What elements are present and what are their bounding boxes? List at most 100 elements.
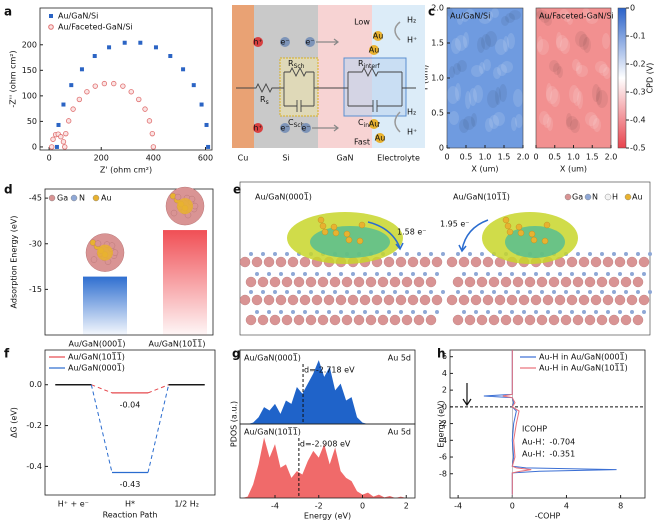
ga-atom: [560, 314, 572, 326]
ga-atom: [566, 294, 578, 306]
pdos-area: [242, 360, 412, 424]
n-atom: [273, 252, 277, 256]
n-atom: [498, 272, 502, 276]
y-axis-title: CPD (V): [646, 63, 655, 94]
n-atom: [540, 290, 544, 294]
marker: [54, 144, 59, 149]
resistor-label-sub: Sch: [294, 63, 305, 70]
legend-label: Au/GaN/Si: [58, 12, 98, 21]
n-atom: [504, 290, 508, 294]
ga-atom: [512, 276, 524, 288]
x-axis-title: X (um): [471, 165, 498, 174]
ga-atom: [482, 256, 494, 268]
icohp-title: ICOHP: [522, 425, 547, 434]
map-texture: [477, 37, 485, 53]
hole: [253, 123, 263, 133]
y-tick-label: -45: [29, 194, 42, 203]
plot-frame: [44, 188, 214, 336]
marker: [206, 144, 211, 149]
ga-atom: [401, 314, 413, 326]
ga-atom: [620, 314, 632, 326]
ga-atom: [632, 314, 644, 326]
ga-atom: [293, 276, 305, 288]
map-texture: [553, 63, 561, 75]
marker: [153, 45, 158, 50]
n-atom: [429, 290, 433, 294]
y-tick-label: 0.0: [29, 380, 42, 389]
marker: [107, 45, 112, 50]
marker: [65, 118, 72, 124]
x-tick-label: 200: [94, 154, 109, 163]
ga-atom: [431, 294, 443, 306]
connector: [147, 384, 170, 473]
map-texture: [487, 90, 499, 108]
n-atom: [399, 272, 403, 276]
n-atom: [630, 272, 634, 276]
ga-atom: [383, 256, 395, 268]
ga-atom: [494, 294, 506, 306]
ga-atom: [377, 314, 389, 326]
n-atom: [327, 272, 331, 276]
map-texture: [576, 65, 588, 77]
au-atom: [319, 222, 327, 230]
map-texture: [495, 39, 507, 55]
ga-atom: [488, 314, 500, 326]
n-atom: [339, 310, 343, 314]
capacitor-label-sub: Sch: [294, 122, 305, 129]
x-tick-label: 0: [360, 502, 365, 511]
ga-atom: [452, 314, 464, 326]
map-texture: [563, 12, 571, 22]
n-atom: [618, 310, 622, 314]
ga-atom: [425, 276, 437, 288]
x-tick-label: 600: [198, 154, 213, 163]
map-texture: [507, 33, 515, 49]
au-atom: [506, 228, 514, 236]
y-tick-label: 2: [442, 386, 447, 395]
ga-atom: [548, 314, 560, 326]
d-band-label: d=-2.718 eV: [304, 366, 355, 375]
ga-atom: [419, 256, 431, 268]
n-atom: [522, 310, 526, 314]
n-atom: [600, 252, 604, 256]
map-texture: [503, 36, 509, 52]
au-atom: [345, 236, 353, 244]
transfer-label: 1.95 e⁻: [440, 220, 470, 229]
ga-atom: [590, 256, 602, 268]
legend-label: Ga: [572, 193, 583, 202]
marker: [168, 54, 173, 59]
map-texture: [582, 8, 590, 18]
x-axis-title: Z' (ohm cm²): [100, 166, 152, 175]
n-atom: [423, 272, 427, 276]
layer-label: GaN: [336, 154, 353, 163]
ga-atom: [572, 314, 584, 326]
ga-atom: [626, 256, 638, 268]
map-texture: [489, 115, 499, 129]
map-texture: [602, 33, 610, 49]
au-atom: [330, 223, 338, 231]
ga-atom: [257, 276, 269, 288]
capacitor-label-main: C: [358, 118, 364, 127]
ga-atom: [500, 314, 512, 326]
resistor-label: RSch: [288, 59, 305, 71]
n-atom: [630, 310, 634, 314]
marker: [92, 83, 98, 89]
legend-label: N: [592, 193, 598, 202]
marker: [79, 67, 84, 72]
x-tick-label: 4: [564, 502, 569, 511]
map-texture: [457, 60, 467, 72]
y-tick-label: -8: [439, 469, 447, 478]
n-atom: [612, 290, 616, 294]
n-atom: [321, 290, 325, 294]
map-texture: [471, 113, 477, 127]
x-tick-label: Au/GaN(101̅1̅): [149, 338, 206, 348]
y-tick-label: 50: [27, 117, 37, 126]
map-title: Au/GaN/Si: [450, 12, 490, 21]
map-texture: [509, 10, 521, 20]
electron: [305, 37, 315, 47]
ga-atom: [572, 276, 584, 288]
y-tick-label: -0.2: [26, 421, 42, 430]
ga-atom: [365, 314, 377, 326]
au-particle: [369, 119, 379, 129]
ga-atom: [419, 294, 431, 306]
